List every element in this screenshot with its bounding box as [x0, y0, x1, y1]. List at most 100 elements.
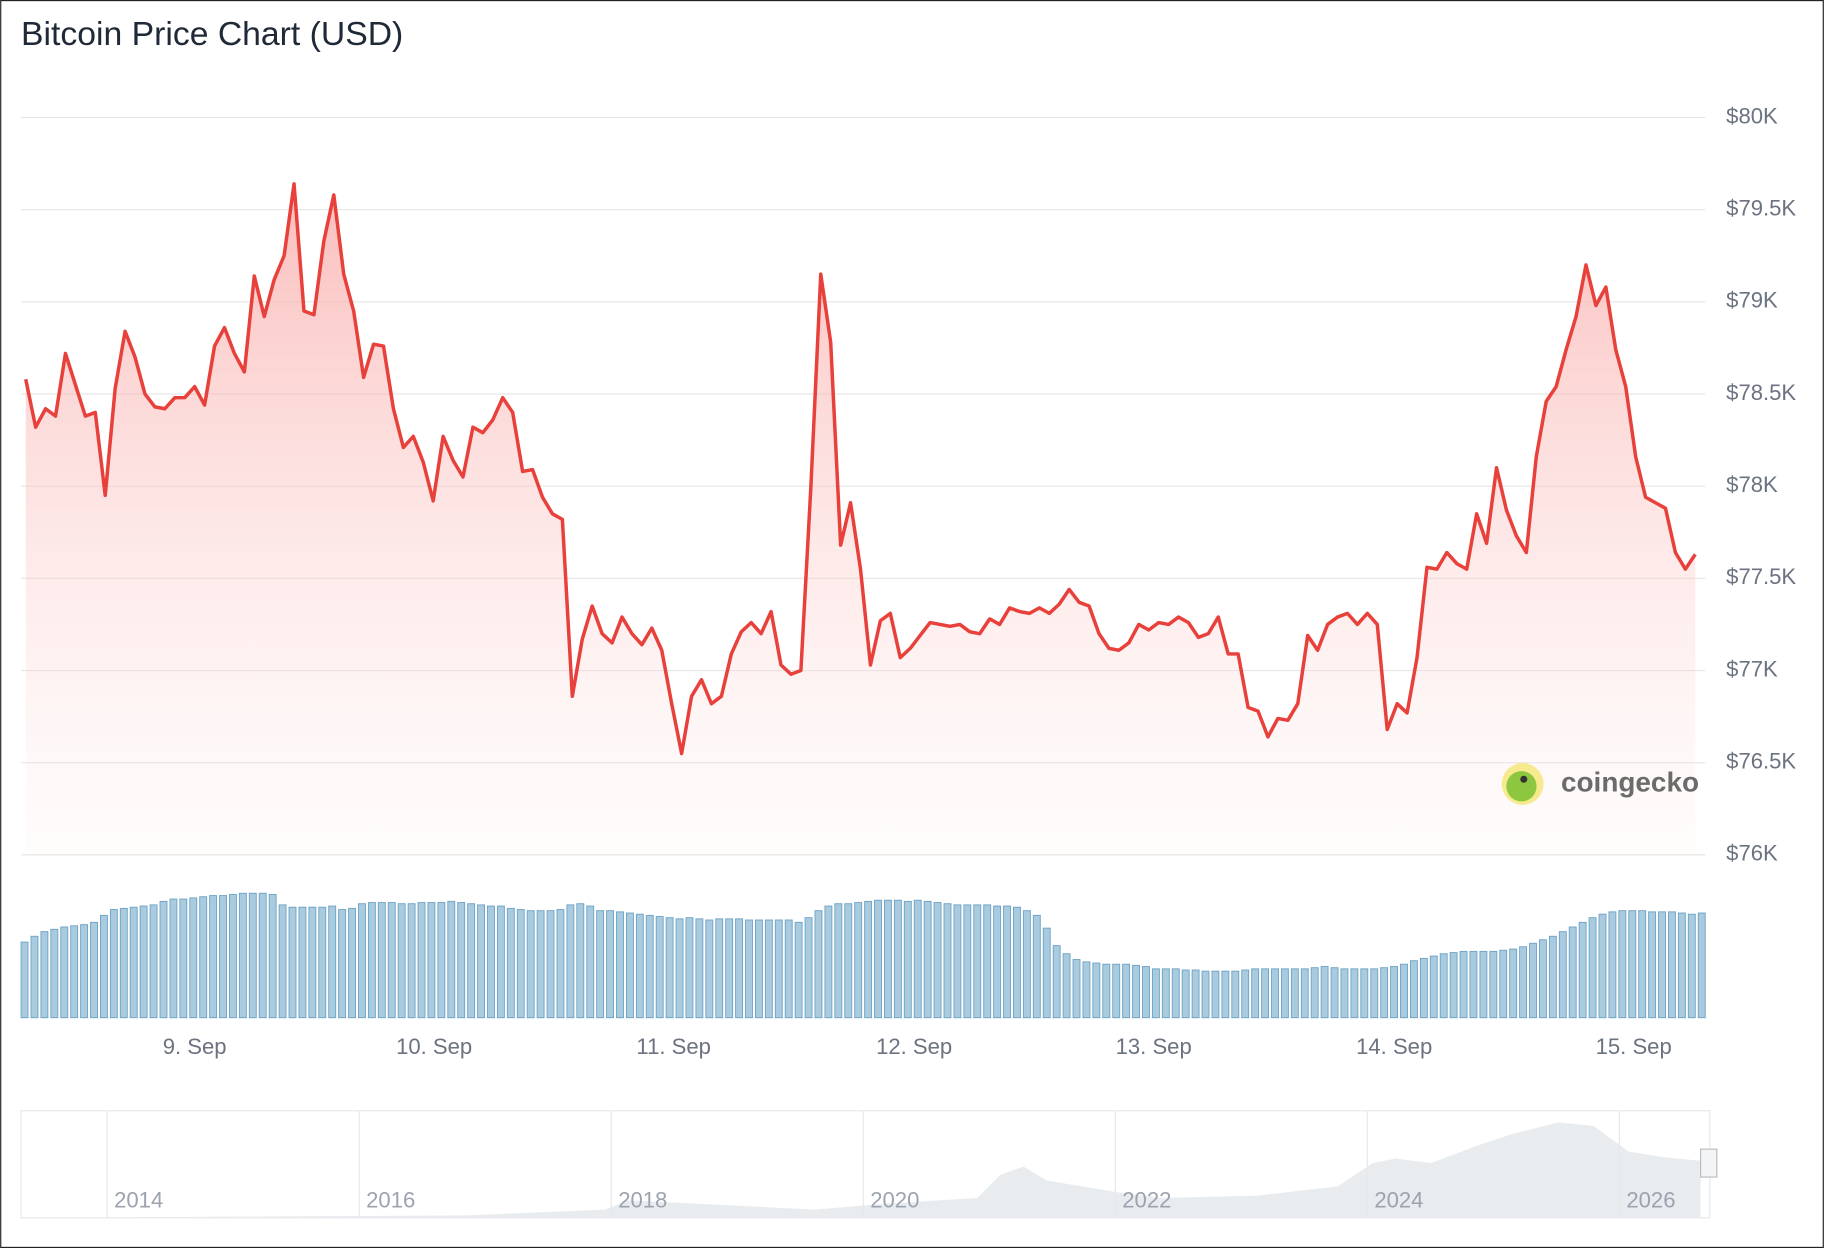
volume-bar [1132, 964, 1140, 1019]
volume-bar [1409, 960, 1418, 1019]
volume-bar [1558, 931, 1567, 1019]
volume-bar [1697, 912, 1706, 1019]
volume-bar [506, 907, 515, 1019]
volume-bar [149, 904, 158, 1019]
volume-bar [219, 895, 227, 1019]
volume-bar [1390, 966, 1399, 1019]
volume-bar [973, 904, 982, 1019]
volume-bar [1271, 968, 1279, 1019]
volume-bar [258, 892, 267, 1019]
volume-bar [933, 902, 942, 1019]
volume-bar [1241, 969, 1250, 1019]
volume-bar [824, 905, 833, 1019]
y-tick-label: $79.5K [1726, 195, 1796, 220]
volume-bar [278, 904, 287, 1019]
volume-bar [318, 906, 327, 1019]
navigator-handle[interactable] [1699, 1148, 1718, 1178]
volume-bar [1211, 970, 1220, 1019]
y-tick-label: $79K [1726, 288, 1778, 313]
volume-bar [1310, 967, 1319, 1019]
volume-bar [407, 903, 416, 1019]
volume-bar [1449, 952, 1458, 1019]
volume-bar [735, 918, 744, 1019]
volume-bar [685, 917, 694, 1019]
volume-bar [1191, 969, 1200, 1019]
volume-bar [1092, 962, 1101, 1019]
volume-bar [1439, 953, 1448, 1019]
volume-bar [1022, 910, 1031, 1019]
x-tick-label: 15. Sep [1596, 1034, 1672, 1059]
volume-bar [884, 899, 892, 1019]
volume-bar [794, 921, 803, 1019]
volume-bar [655, 916, 664, 1019]
volume-bar [983, 904, 992, 1019]
watermark: coingecko [1501, 762, 1699, 805]
volume-bar [367, 902, 376, 1019]
volume-bar [427, 902, 436, 1019]
volume-bar [1400, 963, 1408, 1019]
navigator-label: 2026 [1626, 1187, 1675, 1212]
volume-bar [50, 928, 59, 1019]
volume-bar [1658, 911, 1666, 1019]
volume-bar [1380, 967, 1389, 1019]
y-tick-label: $77K [1726, 656, 1778, 681]
volume-bar [139, 905, 148, 1019]
volume-bar [864, 900, 873, 1019]
y-tick-label: $76.5K [1726, 749, 1796, 774]
volume-bar [953, 904, 962, 1019]
volume-bar [40, 931, 49, 1019]
volume-bar [1221, 970, 1230, 1019]
volume-bar [1201, 970, 1210, 1019]
volume-bar [893, 899, 902, 1019]
y-tick-label: $77.5K [1726, 564, 1796, 589]
plot [24, 182, 1697, 855]
volume-bar [834, 903, 843, 1019]
volume-bar [1489, 950, 1498, 1019]
volume-bar [467, 903, 476, 1019]
volume-bar [358, 903, 366, 1019]
volume-bar [209, 895, 218, 1019]
volume-bar [397, 903, 406, 1019]
volume-bar [159, 900, 168, 1019]
volume-bar [90, 921, 98, 1019]
volume-bar [1519, 946, 1528, 1019]
volume-bar [1539, 939, 1547, 1019]
volume-bar [1419, 957, 1428, 1019]
volume-bar [963, 904, 972, 1019]
volume-bar [437, 902, 446, 1019]
volume-bar [745, 919, 753, 1019]
navigator-label: 2020 [870, 1187, 919, 1212]
volume-bar [60, 926, 69, 1019]
navigator: 2014 2016 2018 2020 2022 2024 2026 [20, 1110, 1718, 1219]
volume-bar [199, 896, 208, 1019]
volume-bar [1360, 968, 1369, 1019]
volume-bar [616, 911, 624, 1019]
volume-bar [1261, 968, 1270, 1019]
volume-bar [923, 900, 932, 1019]
volume-bar [238, 892, 247, 1019]
volume-bar [1320, 966, 1329, 1019]
volume-bar [1082, 961, 1091, 1019]
volume-bar [566, 904, 575, 1019]
volume-bar [487, 905, 495, 1019]
volume-bar [1280, 968, 1289, 1019]
x-tick-label: 10. Sep [396, 1034, 472, 1059]
volume-bar [586, 905, 595, 1019]
volume-bar [248, 892, 257, 1019]
navigator-label: 2014 [114, 1187, 163, 1212]
volume-bar [1588, 917, 1597, 1019]
volume-bar [229, 893, 237, 1019]
volume-bar [377, 902, 386, 1019]
volume-bar [109, 909, 118, 1019]
chart-title: Bitcoin Price Chart (USD) [21, 15, 403, 53]
volume-bar [308, 906, 317, 1019]
volume-bar [764, 919, 773, 1019]
volume-bar [1648, 911, 1657, 1019]
x-tick-label: 12. Sep [876, 1034, 952, 1059]
volume-bar [1102, 963, 1111, 1019]
navigator-label: 2024 [1374, 1187, 1423, 1212]
volume-bar [625, 912, 634, 1019]
volume-bar [1687, 913, 1696, 1019]
watermark-icon [1506, 771, 1537, 802]
volume-bar [179, 898, 188, 1019]
